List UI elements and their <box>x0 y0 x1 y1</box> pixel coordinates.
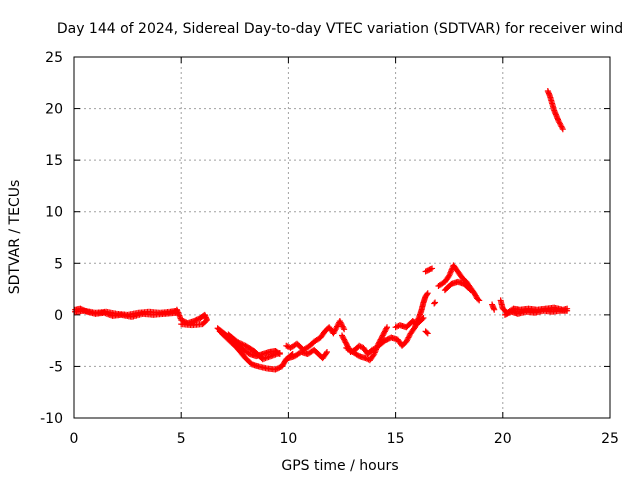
data-point-marker <box>427 266 434 273</box>
data-point-marker <box>200 320 207 327</box>
x-axis-tick-labels: 0 5 10 15 20 25 <box>70 431 619 447</box>
x-axis-label: GPS time / hours <box>281 458 398 474</box>
y-tick-label: 25 <box>45 50 63 66</box>
data-point-marker <box>341 326 348 333</box>
data-point-marker <box>559 126 566 133</box>
x-tick-label: 5 <box>177 431 186 447</box>
data-point-marker <box>432 299 439 306</box>
data-point-marker <box>491 306 498 313</box>
data-point-marker <box>564 307 571 314</box>
y-tick-label: 5 <box>54 256 63 272</box>
data-point-marker <box>384 324 391 331</box>
y-tick-label: 0 <box>54 308 63 324</box>
data-point-marker <box>466 286 473 293</box>
data-point-marker <box>475 296 482 303</box>
data-point-marker <box>178 321 185 328</box>
data-point-marker <box>340 324 347 331</box>
x-tick-label: 0 <box>70 431 79 447</box>
data-point-marker <box>394 323 401 330</box>
x-tick-label: 25 <box>601 431 619 447</box>
data-point-marker <box>423 329 430 336</box>
data-point-marker <box>276 350 283 357</box>
data-point-marker <box>431 300 438 307</box>
data-point-marker <box>82 308 89 315</box>
data-point-marker <box>419 315 426 322</box>
y-axis-label: SDTVAR / TECUs <box>7 180 23 295</box>
y-tick-label: 15 <box>45 153 63 169</box>
data-point-marker <box>467 287 474 294</box>
plot-frame <box>73 56 611 419</box>
data-point-marker <box>383 325 390 332</box>
y-axis-tick-labels: -10 -5 0 5 10 15 20 25 <box>40 50 63 427</box>
y-tick-label: -10 <box>40 411 63 427</box>
x-tick-label: 15 <box>387 431 405 447</box>
data-point-marker <box>424 330 431 337</box>
grid-lines <box>74 57 610 418</box>
data-point-marker <box>429 265 436 272</box>
chart-title: Day 144 of 2024, Sidereal Day-to-day VTE… <box>57 21 623 37</box>
y-tick-label: 10 <box>45 205 63 221</box>
data-point-marker <box>559 124 566 131</box>
data-point-marker <box>323 348 330 355</box>
y-tick-label: -5 <box>49 359 63 375</box>
x-tick-label: 20 <box>494 431 512 447</box>
y-tick-label: 20 <box>45 102 63 118</box>
data-point-marker <box>424 291 431 298</box>
x-tick-label: 10 <box>279 431 297 447</box>
data-point-marker <box>323 350 330 357</box>
axis-ticks <box>73 56 611 419</box>
data-point-marker <box>424 290 431 297</box>
data-point-marker <box>476 297 483 304</box>
data-point-marker <box>420 314 427 321</box>
data-points <box>72 88 571 373</box>
